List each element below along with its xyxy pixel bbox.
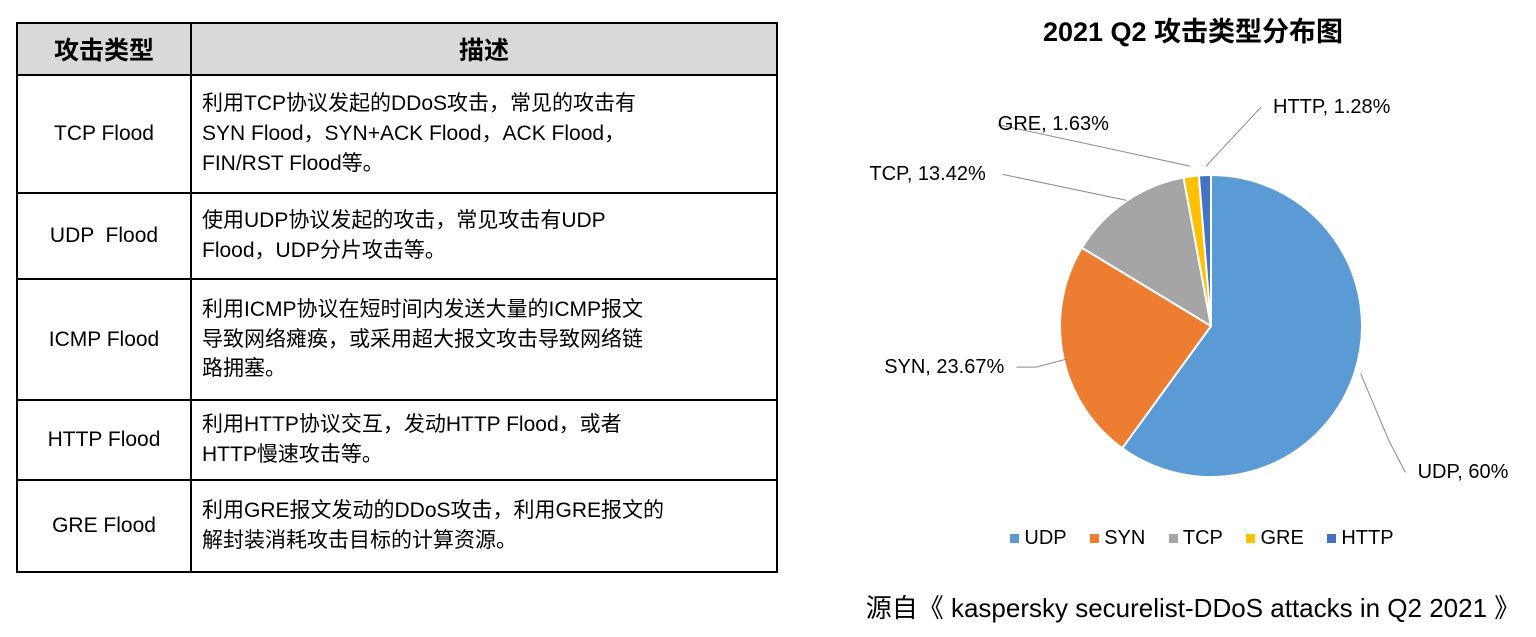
svg-text:GRE, 1.63%: GRE, 1.63%: [998, 113, 1109, 135]
svg-text:TCP, 13.42%: TCP, 13.42%: [869, 163, 986, 185]
svg-text:UDP, 60%: UDP, 60%: [1418, 461, 1509, 483]
svg-text:SYN, 23.67%: SYN, 23.67%: [884, 356, 1004, 378]
svg-text:HTTP, 1.28%: HTTP, 1.28%: [1273, 96, 1391, 118]
